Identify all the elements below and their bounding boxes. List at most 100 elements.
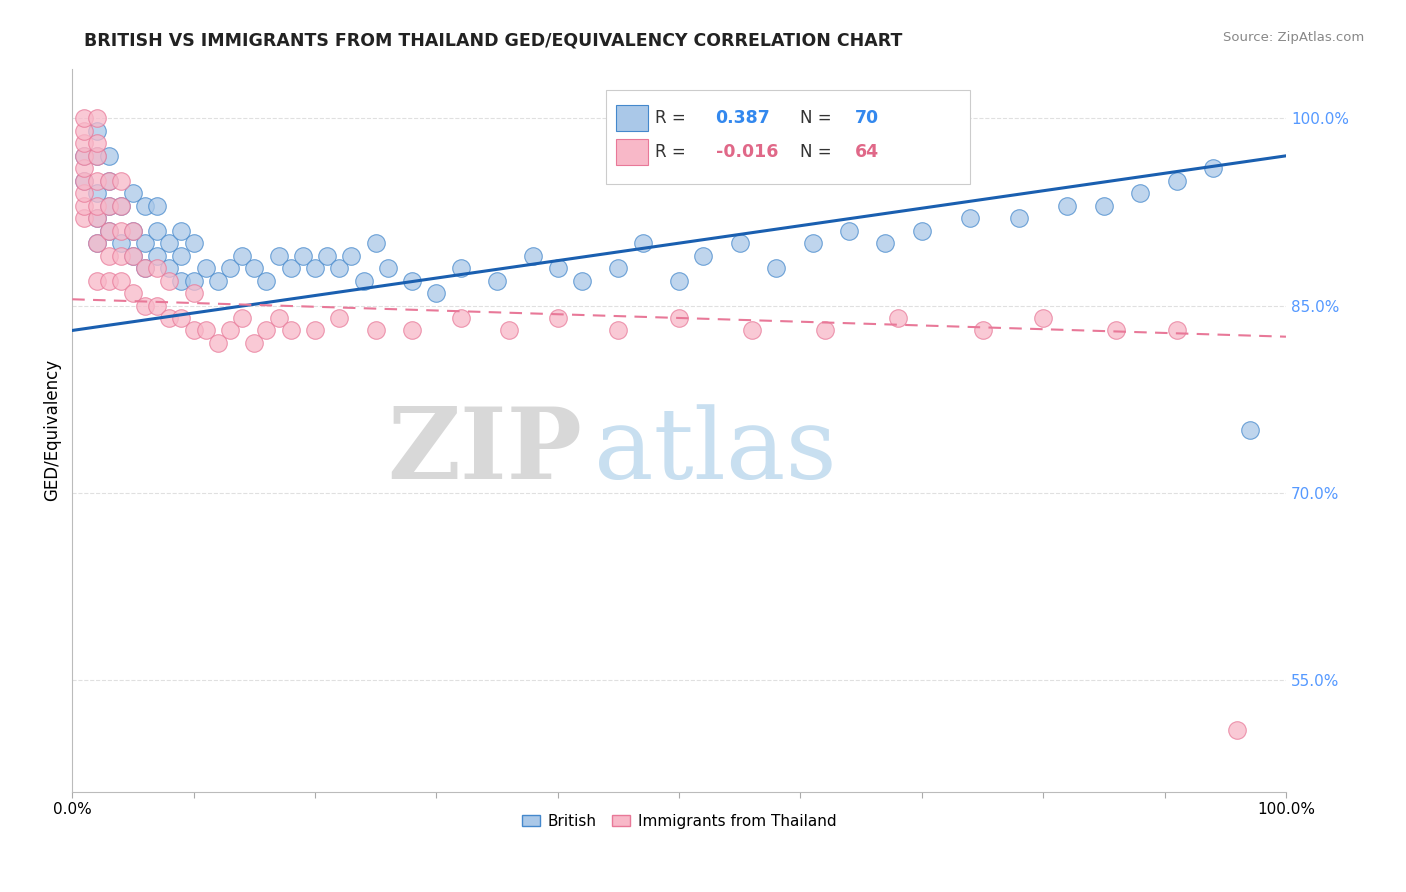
Point	[547, 261, 569, 276]
Point	[97, 199, 120, 213]
Point	[207, 335, 229, 350]
Point	[170, 310, 193, 325]
Point	[801, 236, 824, 251]
Point	[291, 249, 314, 263]
Point	[73, 174, 96, 188]
Point	[157, 261, 180, 276]
Point	[122, 249, 145, 263]
Point	[110, 274, 132, 288]
Point	[86, 186, 108, 201]
Point	[522, 249, 544, 263]
Point	[328, 310, 350, 325]
Point	[134, 261, 156, 276]
Point	[353, 274, 375, 288]
Point	[267, 249, 290, 263]
Point	[972, 323, 994, 337]
Point	[122, 224, 145, 238]
Point	[377, 261, 399, 276]
Point	[838, 224, 860, 238]
Point	[146, 298, 169, 312]
Point	[157, 310, 180, 325]
Point	[73, 149, 96, 163]
Text: 0.387: 0.387	[716, 109, 770, 127]
Point	[86, 211, 108, 226]
Point	[86, 149, 108, 163]
Point	[219, 323, 242, 337]
Point	[340, 249, 363, 263]
Point	[134, 236, 156, 251]
Point	[450, 261, 472, 276]
Text: ZIP: ZIP	[387, 403, 582, 500]
Point	[86, 236, 108, 251]
Point	[146, 224, 169, 238]
Point	[631, 236, 654, 251]
Point	[207, 274, 229, 288]
Point	[183, 274, 205, 288]
Point	[401, 323, 423, 337]
Point	[1202, 161, 1225, 176]
Point	[219, 261, 242, 276]
Point	[1092, 199, 1115, 213]
Point	[183, 286, 205, 301]
Point	[146, 249, 169, 263]
Text: R =: R =	[655, 143, 690, 161]
Point	[97, 224, 120, 238]
Point	[547, 310, 569, 325]
Point	[86, 274, 108, 288]
Point	[886, 310, 908, 325]
Point	[486, 274, 509, 288]
Point	[875, 236, 897, 251]
FancyBboxPatch shape	[616, 138, 648, 165]
Point	[668, 310, 690, 325]
Point	[765, 261, 787, 276]
Point	[86, 124, 108, 138]
Point	[498, 323, 520, 337]
Point	[73, 199, 96, 213]
Point	[170, 224, 193, 238]
Point	[304, 323, 326, 337]
Point	[86, 236, 108, 251]
Point	[814, 323, 837, 337]
Point	[254, 274, 277, 288]
Point	[1166, 323, 1188, 337]
Text: 64: 64	[855, 143, 879, 161]
Point	[692, 249, 714, 263]
Point	[194, 323, 217, 337]
Text: BRITISH VS IMMIGRANTS FROM THAILAND GED/EQUIVALENCY CORRELATION CHART: BRITISH VS IMMIGRANTS FROM THAILAND GED/…	[84, 31, 903, 49]
Point	[364, 323, 387, 337]
Point	[571, 274, 593, 288]
Point	[86, 112, 108, 126]
Point	[97, 249, 120, 263]
Point	[73, 161, 96, 176]
Point	[110, 249, 132, 263]
Point	[97, 149, 120, 163]
Point	[1129, 186, 1152, 201]
Point	[73, 174, 96, 188]
Point	[231, 249, 253, 263]
Point	[183, 323, 205, 337]
Point	[110, 224, 132, 238]
Point	[304, 261, 326, 276]
Point	[86, 199, 108, 213]
Point	[134, 261, 156, 276]
Point	[97, 224, 120, 238]
Text: R =: R =	[655, 109, 690, 127]
Point	[450, 310, 472, 325]
Point	[134, 199, 156, 213]
Point	[86, 174, 108, 188]
Text: N =: N =	[800, 109, 838, 127]
Point	[170, 249, 193, 263]
Point	[122, 286, 145, 301]
Point	[110, 236, 132, 251]
Point	[1032, 310, 1054, 325]
Text: N =: N =	[800, 143, 838, 161]
Point	[73, 136, 96, 151]
Point	[97, 199, 120, 213]
Point	[607, 323, 630, 337]
Point	[194, 261, 217, 276]
Point	[741, 323, 763, 337]
Point	[1105, 323, 1128, 337]
Point	[364, 236, 387, 251]
FancyBboxPatch shape	[606, 90, 970, 185]
Point	[157, 236, 180, 251]
